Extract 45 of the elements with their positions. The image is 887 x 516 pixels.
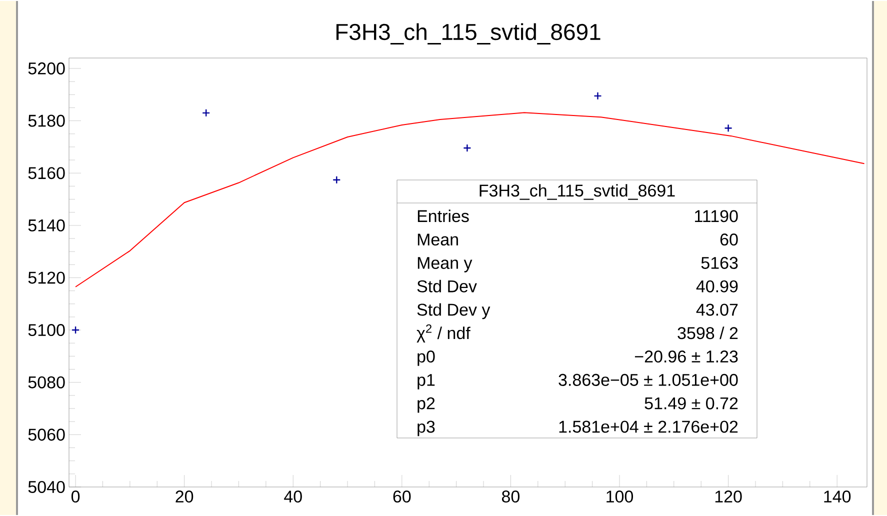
chart-title: F3H3_ch_115_svtid_8691 bbox=[336, 23, 600, 44]
annotation: −20.96 ± 1.23 bbox=[634, 350, 738, 363]
point bbox=[332, 176, 341, 184]
x-tick-label: 140 bbox=[824, 490, 851, 503]
point bbox=[463, 144, 472, 152]
x-tick-label: 100 bbox=[606, 490, 634, 503]
y-tick-label: 5040 bbox=[28, 480, 65, 494]
x-tick-label: 20 bbox=[176, 490, 194, 503]
y-tick-label: 5100 bbox=[28, 324, 65, 336]
annotation: Std Dev bbox=[417, 280, 477, 292]
annotation: Mean y bbox=[418, 257, 472, 272]
annotation: 40.99 bbox=[696, 280, 738, 292]
point bbox=[594, 92, 602, 100]
annotation: 43.07 bbox=[696, 304, 738, 316]
y-tick-label: 5140 bbox=[28, 219, 65, 232]
annotation: p2 bbox=[418, 397, 435, 413]
point bbox=[202, 108, 210, 118]
y-tick-label: 5080 bbox=[28, 376, 65, 388]
x-tick-label: 80 bbox=[502, 490, 520, 503]
point bbox=[71, 326, 80, 334]
y-tick-label: 5060 bbox=[28, 428, 65, 441]
annotation: p3 bbox=[418, 420, 435, 436]
point bbox=[724, 124, 732, 132]
annotation: Entries bbox=[418, 210, 469, 222]
annotation: 60 bbox=[720, 234, 738, 246]
annotation: 3.863e−05 ± 1.051e+00 bbox=[558, 374, 738, 386]
x-tick-label: 40 bbox=[284, 490, 302, 503]
y-tick-label: 5180 bbox=[28, 114, 65, 127]
x-tick-label: 0 bbox=[71, 490, 80, 503]
annotation: 11190 bbox=[695, 210, 738, 222]
x-tick-label: 60 bbox=[393, 490, 411, 503]
annotation: Mean bbox=[418, 234, 458, 246]
annotation: F3H3_ch_115_svtid_8691 bbox=[480, 184, 675, 200]
annotation: p0 bbox=[418, 350, 435, 366]
annotation: 51.49 ± 0.72 bbox=[644, 397, 738, 410]
annotation: χ$^{2}$ / ndf bbox=[416, 324, 470, 342]
y-tick-label: 5120 bbox=[28, 272, 65, 284]
y-tick-label: 5160 bbox=[28, 167, 65, 180]
annotation: p1 bbox=[418, 374, 435, 390]
annotation: 1.581e+04 ± 2.176e+02 bbox=[559, 420, 738, 433]
y-tick-label: 5200 bbox=[28, 62, 65, 74]
annotation: 3598 / 2 bbox=[678, 326, 738, 340]
annotation: 5163 bbox=[701, 256, 738, 269]
annotation: Std Dev y bbox=[417, 303, 490, 320]
x-tick-label: 120 bbox=[715, 490, 742, 503]
